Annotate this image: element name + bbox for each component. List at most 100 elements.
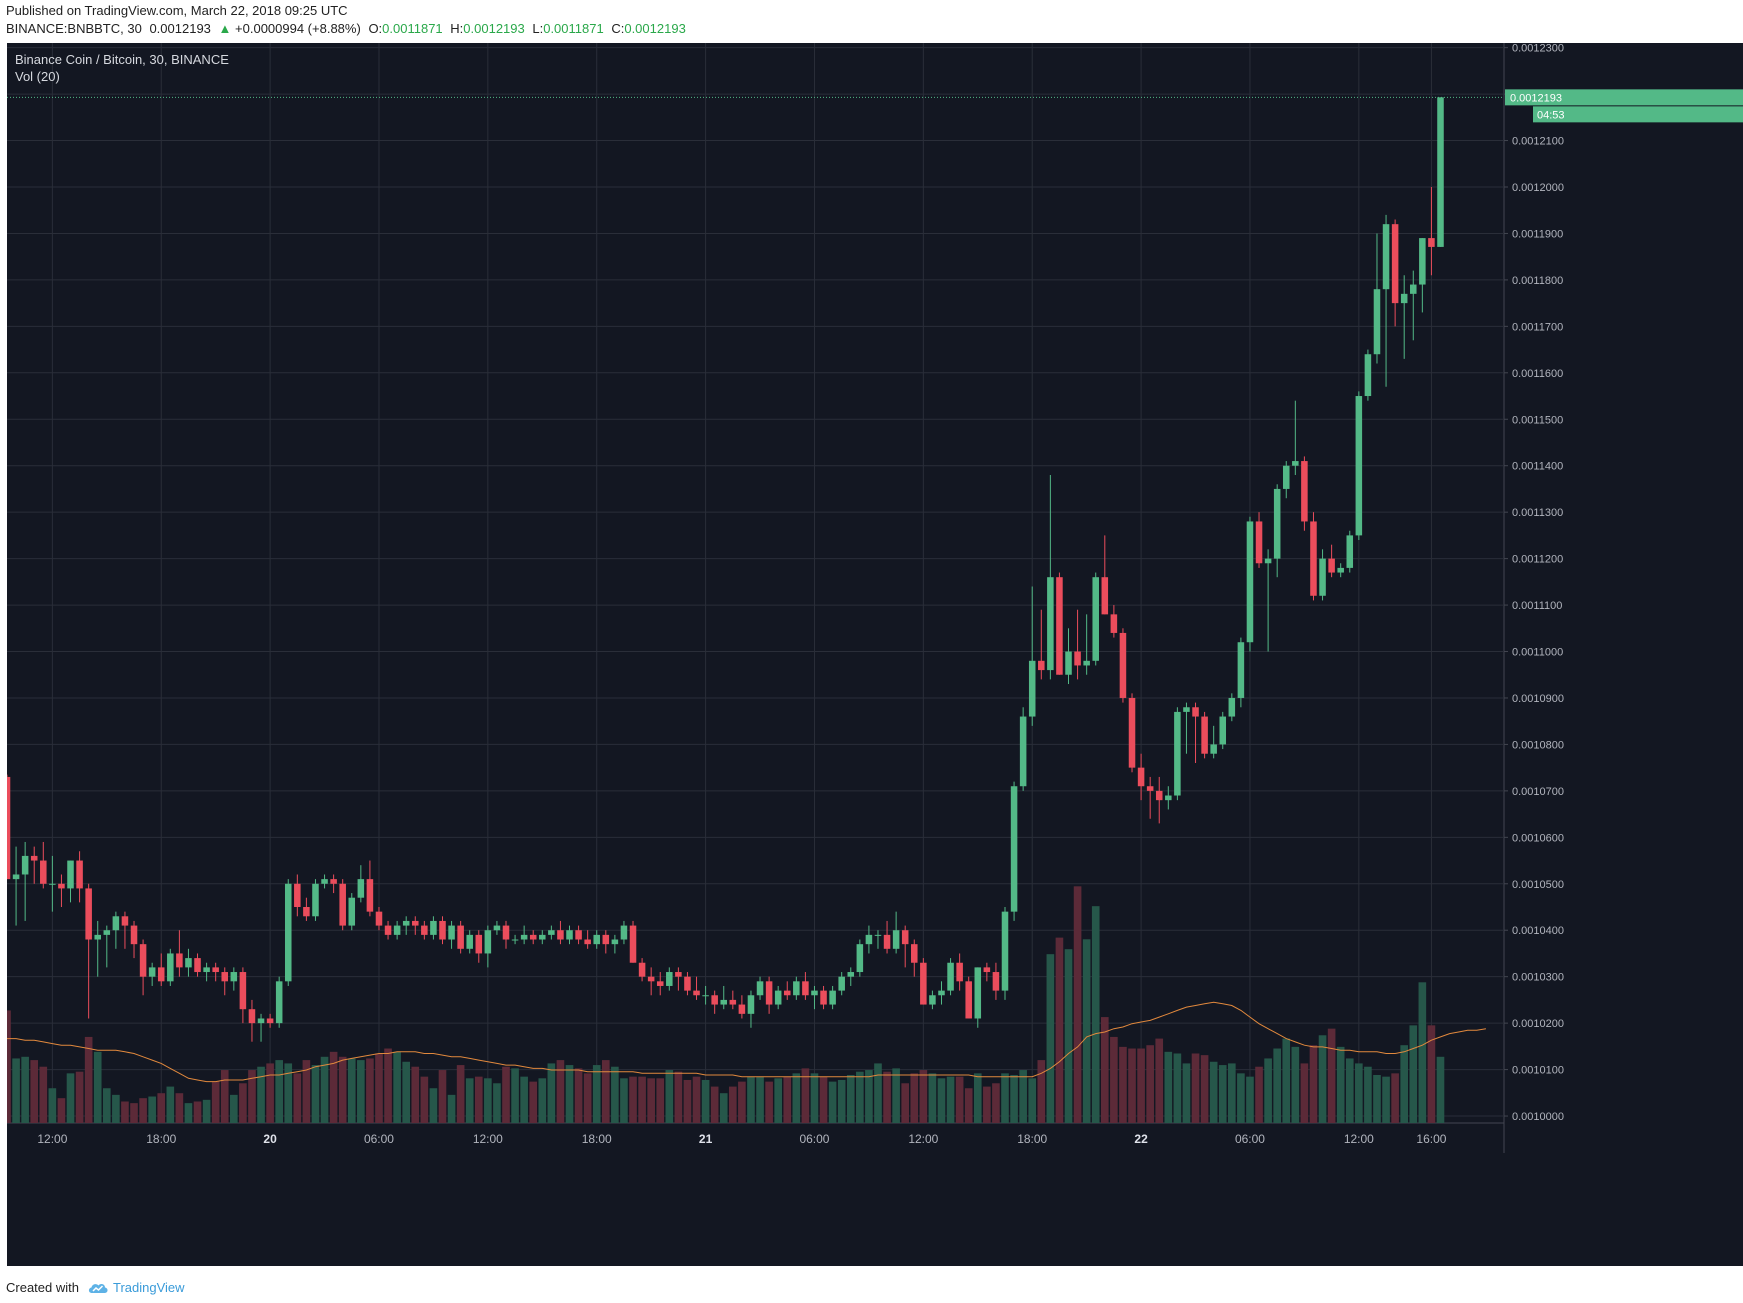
volume-bar	[1382, 1076, 1390, 1123]
candle-body	[1419, 238, 1426, 285]
candle-body	[1092, 577, 1099, 661]
volume-bar	[1273, 1048, 1281, 1123]
candle-body	[275, 981, 283, 1024]
symbol-label[interactable]: BINANCE:BNBBTC, 30	[6, 21, 142, 36]
price-tick-label: 0.0010200	[1512, 1018, 1564, 1030]
low-label: L:	[532, 21, 544, 36]
volume-bar	[175, 1093, 184, 1123]
candle	[1228, 693, 1236, 722]
close-value: 0.0012193	[624, 21, 686, 36]
volume-bar	[837, 1079, 846, 1123]
candle	[1183, 702, 1190, 754]
volume-bar	[157, 1093, 166, 1123]
chart-title[interactable]: Binance Coin / Bitcoin, 30, BINANCE	[15, 52, 229, 67]
candle	[30, 846, 38, 884]
candle-body	[1038, 660, 1045, 671]
volume-bar	[647, 1078, 655, 1123]
candle	[974, 967, 982, 1028]
candle	[448, 920, 455, 949]
volume-bar	[320, 1056, 329, 1123]
volume-bar	[1218, 1065, 1227, 1123]
candle-body	[266, 1018, 274, 1024]
candle	[947, 958, 954, 996]
candle-body	[965, 981, 972, 1019]
candle-body	[303, 907, 310, 917]
candle	[221, 967, 229, 996]
candle	[1019, 707, 1027, 791]
candle	[729, 990, 737, 1010]
candlestick-chart[interactable]: 0.00123000.00122000.00121000.00120000.00…	[7, 43, 1743, 1266]
candle	[339, 879, 346, 931]
candle	[711, 990, 718, 1014]
volume-bar	[937, 1078, 946, 1123]
candle	[157, 953, 165, 986]
candle-body	[911, 944, 918, 963]
candle	[294, 874, 301, 917]
candle	[275, 976, 283, 1028]
candle	[693, 976, 700, 1000]
candle	[12, 846, 20, 926]
candle-body	[167, 953, 174, 982]
candle	[1282, 461, 1290, 499]
candle-body	[1174, 711, 1181, 796]
volume-bar	[12, 1058, 20, 1123]
price-tick-label: 0.0012300	[1512, 43, 1564, 55]
candle-body	[1192, 707, 1199, 717]
volume-legend[interactable]: Vol (20)	[15, 69, 60, 84]
volume-bar	[1391, 1073, 1399, 1123]
volume-bar	[202, 1099, 211, 1123]
candle	[529, 930, 537, 945]
price-tick-label: 0.0010300	[1512, 972, 1564, 984]
volume-bar	[883, 1071, 891, 1123]
volume-bar	[1336, 1046, 1345, 1123]
tradingview-logo[interactable]: TradingView	[87, 1280, 185, 1295]
volume-bar	[1237, 1073, 1245, 1123]
volume-bar	[692, 1076, 701, 1123]
time-tick-label: 06:00	[799, 1132, 829, 1146]
candle-body	[1183, 707, 1190, 712]
volume-bar	[465, 1078, 474, 1123]
volume-bar	[230, 1094, 238, 1123]
candle-body	[638, 962, 646, 977]
volume-bar	[1146, 1045, 1154, 1123]
candle-body	[212, 967, 219, 973]
candle	[321, 874, 328, 889]
volume-bar	[1400, 1045, 1409, 1123]
candle	[539, 930, 546, 945]
price-tick-label: 0.0011400	[1512, 461, 1563, 473]
chart-background	[7, 43, 1743, 1266]
candle-body	[121, 916, 129, 926]
candle	[684, 972, 691, 996]
candle-body	[765, 981, 773, 1005]
candle-body	[593, 934, 600, 945]
candle-body	[802, 981, 809, 996]
volume-bar	[1364, 1066, 1372, 1123]
candle	[148, 962, 156, 986]
volume-bar	[184, 1103, 193, 1123]
volume-bar	[756, 1076, 764, 1123]
candle-body	[575, 930, 582, 940]
price-tick-label: 0.0010800	[1512, 739, 1564, 751]
candle-body	[221, 972, 229, 982]
volume-bar	[484, 1078, 492, 1123]
price-tick-label: 0.0011900	[1512, 228, 1563, 240]
volume-bar	[1055, 937, 1064, 1123]
candle	[1065, 628, 1072, 685]
volume-bar	[284, 1063, 293, 1123]
candle	[1428, 187, 1435, 276]
candle-body	[176, 953, 183, 968]
candle-body	[502, 925, 510, 940]
volume-bar	[747, 1076, 755, 1123]
candle-body	[375, 911, 383, 926]
price-change: +0.0000994 (+8.88%)	[235, 21, 361, 36]
chart-area[interactable]: 0.00123000.00122000.00121000.00120000.00…	[7, 43, 1743, 1266]
candle-body	[974, 967, 982, 1019]
candle-body	[1437, 97, 1444, 247]
volume-bar	[538, 1078, 547, 1123]
volume-bar	[865, 1070, 873, 1123]
candle	[412, 916, 419, 935]
volume-bar	[357, 1060, 365, 1123]
candle-body	[85, 888, 92, 940]
volume-bar	[1128, 1048, 1136, 1123]
volume-bar	[102, 1088, 111, 1123]
